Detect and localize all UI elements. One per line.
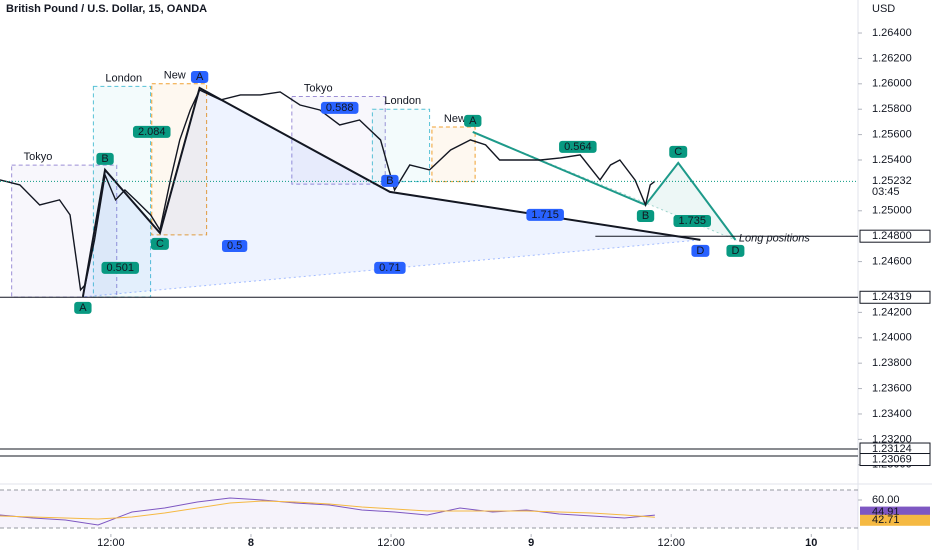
x-tick-label: 12:00 xyxy=(657,537,685,549)
ratio-label: 2.084 xyxy=(138,126,166,138)
ratio-label-bg xyxy=(559,140,597,153)
y-tick-label: 1.26400 xyxy=(872,27,912,39)
level-tag-bg xyxy=(859,229,931,243)
rsi-line xyxy=(0,497,655,526)
ratio-label-bg xyxy=(320,101,359,114)
ratio-label: 0.564 xyxy=(564,141,592,153)
chart-title: British Pound / U.S. Dollar, 15, OANDA xyxy=(6,3,207,15)
pattern-line xyxy=(81,86,701,298)
pattern-point-label-bg xyxy=(726,244,745,257)
pattern-point-label-bg xyxy=(74,301,92,314)
pattern-point-label-bg xyxy=(669,145,688,158)
level-tag: 1.24800 xyxy=(872,230,912,242)
pattern-point-label-bg xyxy=(381,174,399,187)
x-tick-label: 12:00 xyxy=(97,537,125,549)
pattern-point-label: C xyxy=(156,238,164,250)
y-tick-label: 1.25400 xyxy=(872,154,912,166)
pattern-point-label-bg xyxy=(636,209,655,222)
session-box xyxy=(431,126,476,183)
session-box xyxy=(371,108,431,183)
level-tag-bg xyxy=(859,290,931,304)
y-tick-label: 1.26200 xyxy=(872,52,912,64)
session-label: New xyxy=(164,70,186,82)
session-label: Tokyo xyxy=(304,82,333,94)
level-tag: 1.23069 xyxy=(872,453,912,465)
pattern-point-label-bg xyxy=(464,114,482,127)
pattern-point-label: A xyxy=(196,71,204,83)
session-box xyxy=(11,164,118,298)
pattern-point-label: C xyxy=(674,146,682,158)
ratio-label: 0.501 xyxy=(106,262,134,274)
ratio-label: 1.715 xyxy=(531,209,559,221)
pattern-point-label-bg xyxy=(96,152,114,165)
ratio-label: 0.71 xyxy=(379,262,400,274)
session-label: New xyxy=(444,113,466,125)
pattern-point-label-bg xyxy=(190,71,209,83)
pattern-point-label: D xyxy=(696,245,704,257)
rsi-value-bg xyxy=(860,506,930,518)
pattern-point-label-bg xyxy=(691,244,710,257)
y-tick-label: 1.25000 xyxy=(872,205,912,217)
pattern-point-label: B xyxy=(386,175,393,187)
level-tag: 1.23124 xyxy=(872,443,912,455)
ratio-label-bg xyxy=(673,214,712,227)
annotation: Long positions xyxy=(739,233,810,245)
y-tick-label: 1.24200 xyxy=(872,306,912,318)
pattern-point-label: A xyxy=(469,115,477,127)
ratio-label: 1.735 xyxy=(678,215,706,227)
session-label: London xyxy=(384,95,421,107)
x-tick-label: 9 xyxy=(528,537,534,549)
ratio-label: 0.588 xyxy=(326,102,354,114)
y-tick-label: 1.25600 xyxy=(872,129,912,141)
y-tick-label: 1.23600 xyxy=(872,382,912,394)
y-tick-label: 1.24600 xyxy=(872,255,912,267)
session-label: Tokyo xyxy=(24,151,53,163)
price-line xyxy=(0,89,656,292)
ratio-label: 0.5 xyxy=(227,240,242,252)
pattern-point-label-bg xyxy=(150,237,169,250)
rsi-value-label: 42.71 xyxy=(872,514,900,526)
x-tick-label: 10 xyxy=(805,537,817,549)
y-tick-label: 1.23800 xyxy=(872,357,912,369)
level-tag: 1.24319 xyxy=(872,291,912,303)
pattern-point-label: B xyxy=(101,153,108,165)
pattern-point-label: D xyxy=(731,245,739,257)
rsi-line xyxy=(0,500,655,520)
y-axis-label: USD xyxy=(872,3,895,15)
y-tick-label: 1.23400 xyxy=(872,408,912,420)
ratio-label-bg xyxy=(374,261,406,274)
current-price-bg xyxy=(860,175,930,200)
y-tick-label: 1.25800 xyxy=(872,103,912,115)
rsi-tick-label: 60.00 xyxy=(872,494,900,506)
rsi-band xyxy=(0,490,858,528)
countdown-label: 03:45 xyxy=(872,186,900,198)
rsi-value-bg xyxy=(860,514,930,526)
current-price-label: 1.25232 xyxy=(872,175,912,187)
ratio-label-bg xyxy=(101,261,140,274)
ratio-label-bg xyxy=(132,125,171,138)
ratio-label-bg xyxy=(526,208,564,221)
pattern-point-label: A xyxy=(79,302,87,314)
y-tick-label: 1.26000 xyxy=(872,78,912,90)
pattern-point-label: B xyxy=(642,210,649,222)
ratio-label-bg xyxy=(221,239,248,252)
x-tick-label: 8 xyxy=(248,537,254,549)
session-label: London xyxy=(105,72,142,84)
y-tick-label: 1.24000 xyxy=(872,332,912,344)
x-tick-label: 12:00 xyxy=(377,537,405,549)
pattern-line xyxy=(472,131,737,241)
y-tick-label: 1.23200 xyxy=(872,433,912,445)
level-tag-bg xyxy=(859,453,931,467)
